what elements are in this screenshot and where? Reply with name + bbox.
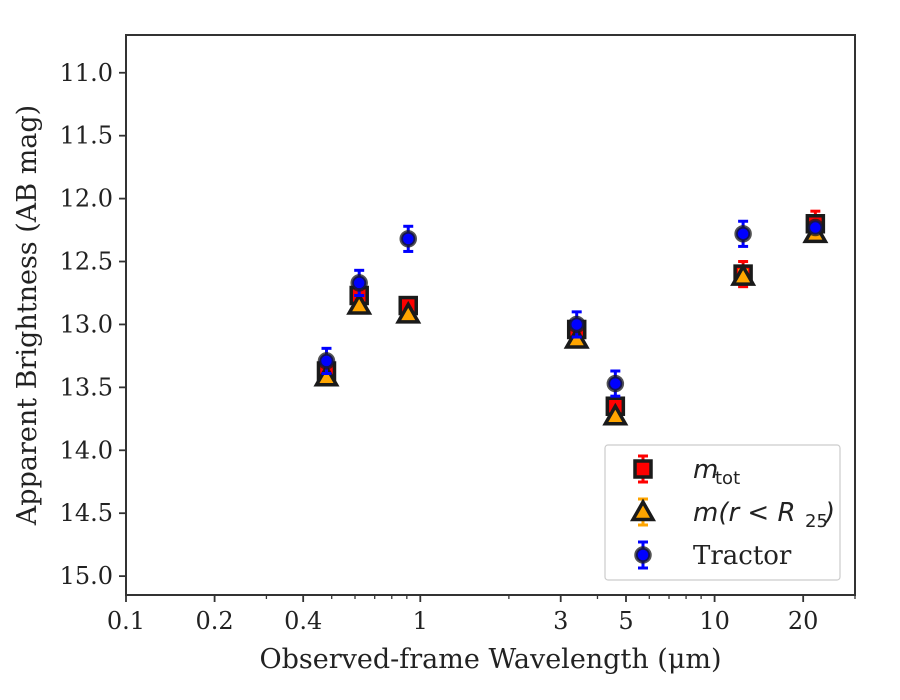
x-tick-label: 10: [699, 607, 730, 635]
y-tick-label: 12.5: [60, 248, 113, 276]
x-axis-title: Observed-frame Wavelength (μm): [259, 644, 721, 675]
circle-point: [806, 218, 825, 237]
plot-frame: [125, 34, 856, 596]
y-tick-label: 11.0: [60, 59, 113, 87]
ticks-layer: 0.1 0.2 0.4 1 3 5 10 20 11.0 11.5 12.0 12.5 13.0 13.5…: [60, 59, 856, 635]
circle-point: [606, 374, 625, 393]
triangle-point: [730, 263, 757, 286]
y-tick-label: 14.5: [60, 499, 113, 527]
y-tick-label: 15.0: [60, 562, 113, 590]
legend-box: [604, 444, 841, 581]
legend-label-subscript: 25: [805, 511, 828, 532]
triangle-point: [395, 300, 422, 324]
y-tick-label: 14.0: [60, 436, 113, 464]
circle-point: [399, 230, 417, 248]
legend-marker-square: [633, 459, 653, 479]
legend-label: Tractor: [693, 541, 792, 571]
legend-item-triangle: m(r < R 25): [629, 497, 835, 532]
x-tick-label: 3: [553, 607, 568, 635]
markers-layer: [313, 209, 829, 426]
y-tick-label: 12.0: [60, 185, 113, 213]
x-tick-label: 0.2: [196, 607, 234, 635]
circle-point: [317, 352, 336, 370]
circle-point: [567, 315, 586, 334]
y-tick-label: 13.5: [60, 373, 113, 401]
legend-marker-circle: [634, 546, 652, 564]
x-tick-label: 1: [413, 607, 428, 635]
x-tick-label: 5: [618, 607, 633, 635]
legend-label: m: [693, 455, 718, 485]
circle-point: [350, 274, 368, 292]
legend-item-circle: Tractor: [634, 540, 792, 571]
x-tick-label: 0.4: [284, 607, 322, 635]
y-axis-title: Apparent Brightness (AB mag): [12, 105, 43, 526]
triangle-point: [346, 292, 373, 315]
triangle-point: [313, 363, 340, 387]
legend-label-subscript: tot: [715, 468, 740, 489]
x-tick-label: 0.1: [107, 607, 145, 635]
x-tick-label: 20: [788, 607, 819, 635]
triangle-point: [602, 402, 629, 426]
y-tick-label: 13.0: [60, 310, 113, 338]
y-tick-label: 11.5: [60, 122, 113, 150]
circle-point: [734, 225, 752, 243]
legend-label: m(r < R: [693, 498, 796, 528]
legend-label-close: ): [823, 498, 835, 528]
legend-marker-triangle: [629, 498, 657, 522]
